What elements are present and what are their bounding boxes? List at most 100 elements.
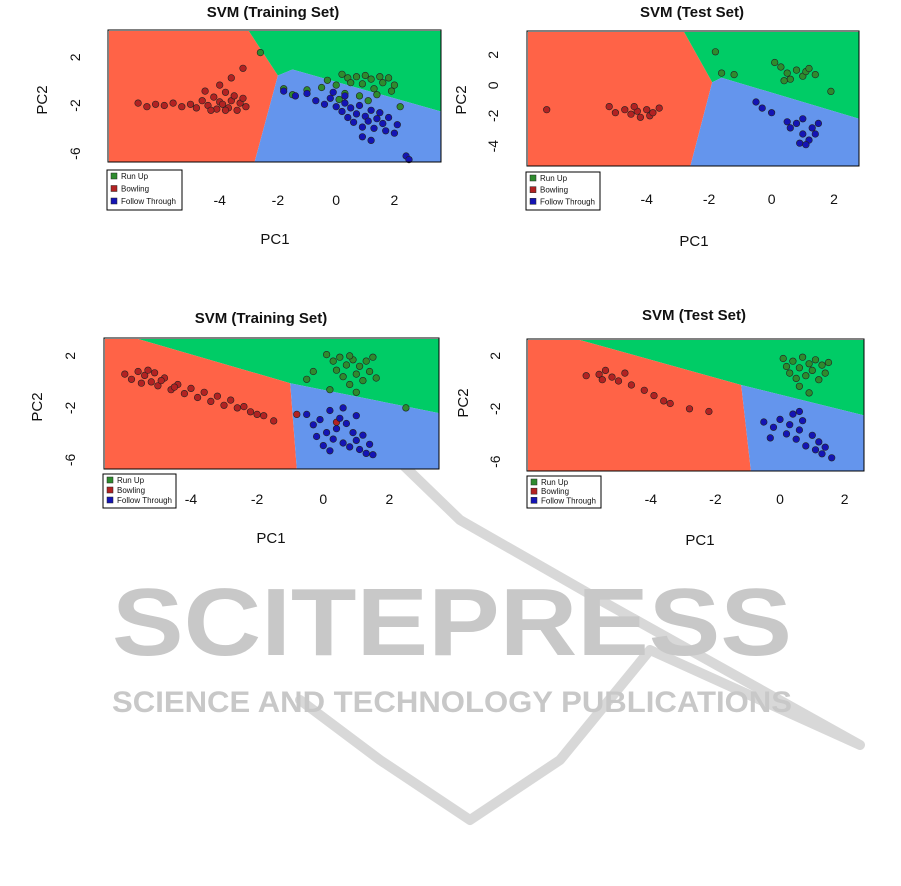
point-bowling: [636, 113, 645, 121]
point-follow-through: [356, 445, 364, 454]
point-run-up: [342, 361, 351, 369]
watermark-sub-text: SCIENCE AND TECHNOLOGY PUBLICATIONS: [112, 686, 792, 719]
point-bowling: [152, 100, 160, 108]
point-follow-through: [366, 440, 374, 448]
y-tick-label: -2: [485, 109, 501, 122]
point-run-up: [795, 364, 804, 372]
point-run-up: [402, 404, 410, 412]
region-bowling: [528, 32, 713, 166]
point-run-up: [346, 380, 354, 389]
point-run-up: [323, 76, 332, 84]
point-follow-through: [329, 435, 337, 443]
point-follow-through: [828, 454, 836, 462]
y-tick-label: -6: [67, 147, 83, 160]
legend-label-run-up: Run Up: [541, 478, 569, 487]
point-run-up: [370, 85, 378, 93]
point-follow-through: [802, 141, 810, 149]
x-tick-label: 2: [830, 191, 838, 207]
point-run-up: [323, 351, 331, 359]
point-bowling: [611, 109, 620, 117]
point-follow-through: [326, 94, 334, 102]
legend-swatch-follow-through: [529, 198, 537, 205]
point-bowling: [655, 104, 663, 112]
legend-swatch-bowling: [110, 185, 118, 192]
x-ticks: -4 -2 0 2: [645, 491, 849, 507]
point-follow-through: [769, 423, 778, 431]
point-bowling: [627, 381, 636, 389]
point-follow-through: [352, 412, 360, 420]
x-tick-label: 0: [768, 191, 776, 207]
point-run-up: [309, 367, 317, 376]
point-bowling: [614, 377, 623, 385]
point-bowling: [154, 382, 162, 390]
point-bowling: [227, 396, 235, 404]
point-follow-through: [786, 124, 794, 132]
point-follow-through: [373, 115, 381, 123]
plot-regions: [105, 339, 439, 469]
point-run-up: [782, 362, 791, 371]
point-run-up: [805, 389, 813, 397]
point-run-up: [256, 48, 265, 57]
legend-label-run-up: Run Up: [540, 174, 568, 183]
point-follow-through: [382, 127, 390, 135]
point-run-up: [387, 87, 396, 95]
point-bowling: [207, 397, 215, 406]
point-run-up: [303, 375, 311, 383]
point-run-up: [792, 374, 800, 383]
point-run-up: [771, 58, 779, 67]
plot-regions: [528, 32, 859, 166]
point-run-up: [798, 353, 807, 361]
point-run-up: [805, 64, 813, 73]
point-follow-through: [364, 117, 372, 125]
point-follow-through: [789, 410, 797, 418]
legend-label-bowling: Bowling: [117, 486, 145, 495]
plot-frame: [107, 29, 442, 163]
point-follow-through: [752, 98, 760, 106]
point-bowling: [705, 407, 713, 416]
x-tick-label: -2: [272, 192, 285, 208]
legend-swatch-bowling: [530, 487, 538, 495]
legend-swatch-follow-through: [530, 497, 538, 504]
region-bowling: [109, 31, 278, 162]
point-bowling: [543, 106, 551, 114]
legend-label-follow-through: Follow Through: [540, 197, 595, 206]
x-tick-label: -4: [185, 491, 198, 507]
point-run-up: [717, 69, 726, 77]
x-axis-label: PC1: [256, 530, 285, 547]
point-follow-through: [341, 92, 349, 100]
y-axis-label: PC2: [455, 388, 472, 417]
point-follow-through: [313, 432, 321, 441]
y-ticks: 2 -2 -6: [62, 352, 78, 466]
plot-points: [121, 351, 410, 459]
point-run-up: [786, 369, 794, 377]
legend-label-bowling: Bowling: [541, 487, 569, 496]
x-tick-label: 0: [776, 491, 784, 507]
x-ticks: -4 -2 0 2: [213, 192, 398, 208]
point-run-up: [373, 91, 381, 99]
point-run-up: [824, 358, 833, 367]
point-follow-through: [811, 130, 819, 138]
point-follow-through: [349, 429, 357, 437]
legend-label-bowling: Bowling: [121, 185, 149, 194]
y-tick-label: -2: [487, 402, 503, 415]
point-follow-through: [323, 429, 331, 437]
x-tick-label: -4: [645, 491, 658, 507]
point-follow-through: [786, 421, 794, 429]
legend-swatch-bowling: [106, 486, 114, 494]
point-follow-through: [316, 416, 324, 424]
point-follow-through: [358, 133, 367, 141]
chart-title: SVM (Test Set): [640, 4, 744, 21]
legend-swatch-follow-through: [106, 496, 114, 504]
point-bowling: [246, 408, 255, 416]
point-bowling: [219, 100, 227, 108]
point-follow-through: [802, 442, 810, 450]
point-run-up: [711, 48, 720, 56]
point-bowling: [582, 372, 590, 380]
point-bowling: [660, 397, 668, 405]
point-bowling: [186, 100, 195, 108]
chart-panel-4: SVM (Test Set) -4 -2 0 2 2 -2 -6 PC1 PC2 Run …: [455, 307, 865, 549]
point-run-up: [366, 367, 374, 376]
point-bowling: [134, 99, 142, 107]
